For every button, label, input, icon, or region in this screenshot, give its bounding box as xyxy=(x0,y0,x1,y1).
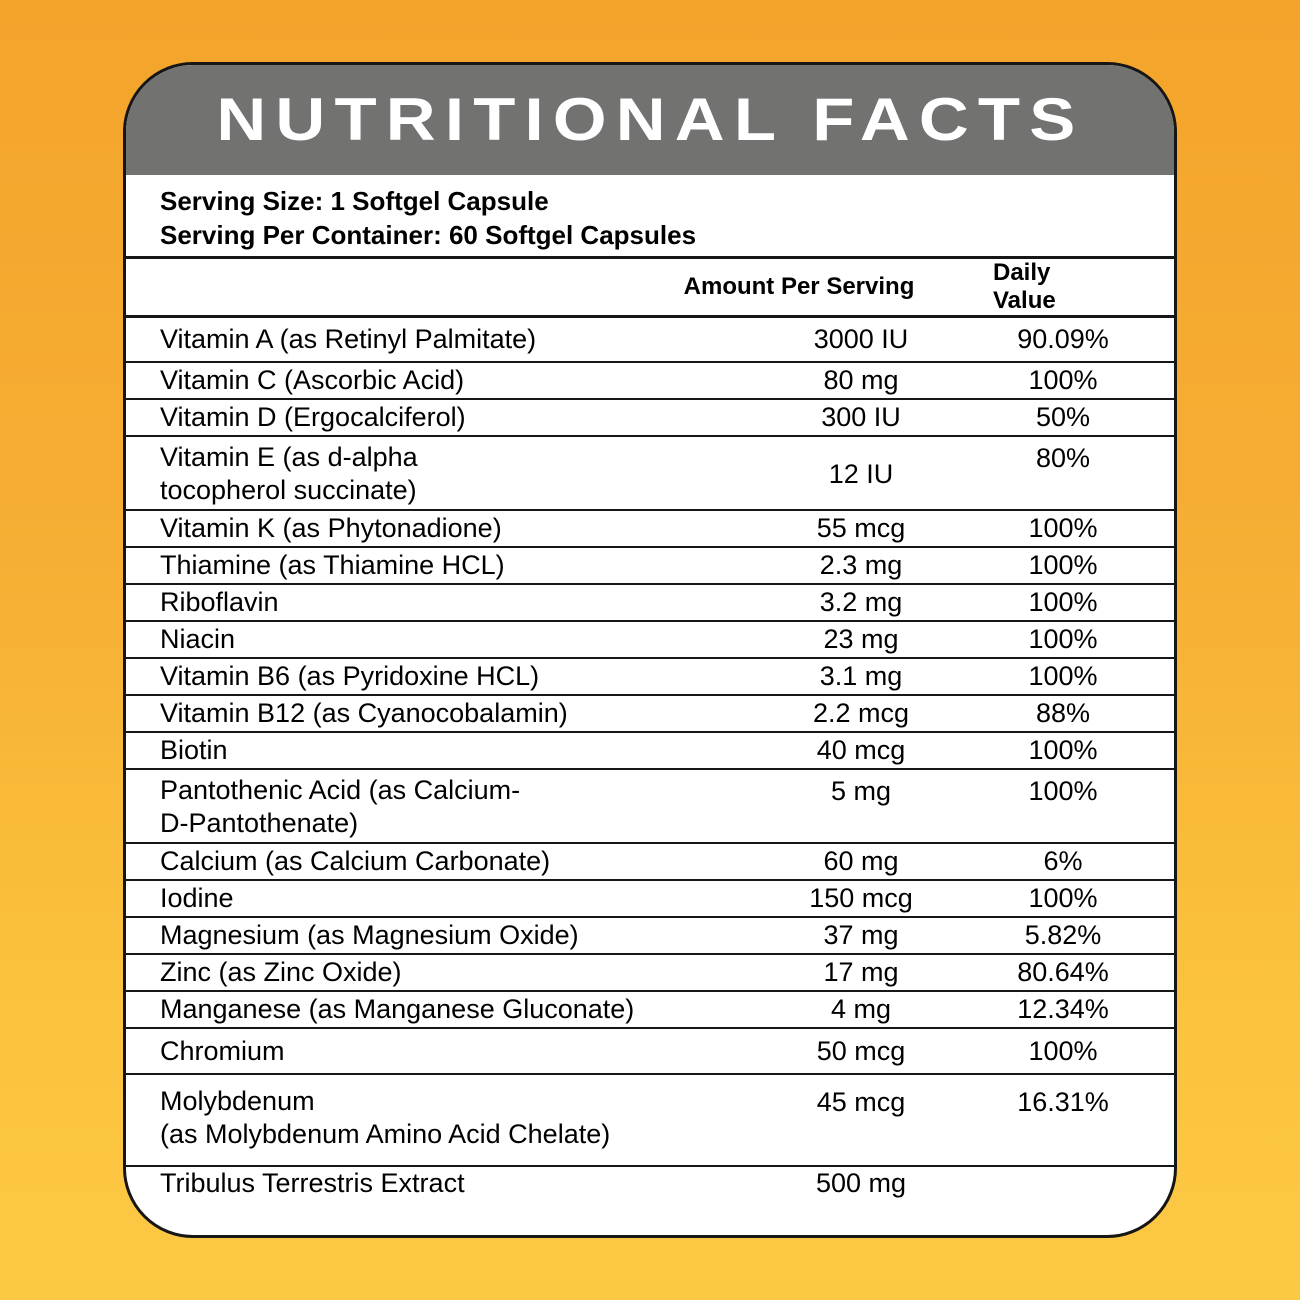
nutrients-table: Amount Per Serving Daily Value Vitamin A… xyxy=(126,259,1174,1214)
serving-per-container-text: Serving Per Container: 60 Softgel Capsul… xyxy=(160,220,697,250)
nutrient-amount: 45 mcg xyxy=(816,1087,906,1117)
nutrient-daily-value: 100% xyxy=(1028,661,1098,691)
nutrient-amount: 3.2 mg xyxy=(819,587,903,617)
nutrient-amount: 500 mg xyxy=(815,1168,907,1198)
nutrient-daily-value: 100% xyxy=(1028,365,1098,395)
nutrient-amount: 3000 IU xyxy=(813,324,909,354)
table-row: Vitamin C (Ascorbic Acid) 80 mg 100% xyxy=(126,363,1174,400)
table-row: Pantothenic Acid (as Calcium- D-Pantothe… xyxy=(126,770,1174,844)
nutrient-daily-value: 5.82% xyxy=(1024,920,1102,950)
nutrient-daily-value: 88% xyxy=(1035,698,1091,728)
nutrient-name: Vitamin A (as Retinyl Palmitate) xyxy=(160,324,537,354)
nutrient-column-header xyxy=(126,259,716,315)
nutrient-daily-value: 100% xyxy=(1028,513,1098,543)
table-row: Vitamin K (as Phytonadione) 55 mcg 100% xyxy=(126,511,1174,548)
nutrient-amount: 17 mg xyxy=(823,957,899,987)
nutrient-daily-value: 6% xyxy=(1043,846,1083,876)
nutrient-amount: 50 mcg xyxy=(816,1035,906,1066)
nutrient-amount: 2.3 mg xyxy=(819,550,903,580)
nutrient-name: Pantothenic Acid (as Calcium- D-Pantothe… xyxy=(160,775,521,838)
table-row: Vitamin D (Ergocalciferol) 300 IU 50% xyxy=(126,400,1174,437)
nutrient-name: Vitamin B6 (as Pyridoxine HCL) xyxy=(160,661,540,691)
nutrient-name: Vitamin D (Ergocalciferol) xyxy=(160,402,466,432)
nutrient-daily-value: 100% xyxy=(1028,776,1098,806)
nutrient-amount: 300 IU xyxy=(821,402,901,432)
nutrient-name: Niacin xyxy=(160,624,236,654)
nutrient-name: Vitamin K (as Phytonadione) xyxy=(160,513,502,543)
table-row: Vitamin E (as d-alpha tocopherol succina… xyxy=(126,437,1174,511)
nutrient-daily-value xyxy=(1006,1167,1174,1200)
nutrient-daily-value: 80% xyxy=(1035,443,1091,473)
page-title: NUTRITIONAL FACTS xyxy=(215,86,1085,153)
nutrient-amount: 80 mg xyxy=(823,365,899,395)
nutrient-name: Iodine xyxy=(160,883,234,913)
nutrient-daily-value: 100% xyxy=(1028,735,1098,765)
table-row: Niacin 23 mg 100% xyxy=(126,622,1174,659)
table-row: Thiamine (as Thiamine HCL) 2.3 mg 100% xyxy=(126,548,1174,585)
table-body: Vitamin A (as Retinyl Palmitate) 3000 IU 9… xyxy=(126,318,1174,1214)
table-row: Molybdenum (as Molybdenum Amino Acid Che… xyxy=(126,1075,1174,1167)
table-row: Iodine 150 mcg 100% xyxy=(126,881,1174,918)
nutrient-amount: 12 IU xyxy=(828,458,894,489)
table-row: Biotin 40 mcg 100% xyxy=(126,733,1174,770)
nutrient-amount: 3.1 mg xyxy=(819,661,903,691)
nutrient-daily-value: 90.09% xyxy=(1017,324,1109,354)
nutrient-name: Tribulus Terrestris Extract xyxy=(160,1168,465,1198)
card-header: NUTRITIONAL FACTS xyxy=(126,65,1174,175)
nutrient-name: Riboflavin xyxy=(160,587,279,617)
nutrient-name: Vitamin C (Ascorbic Acid) xyxy=(160,365,465,395)
nutrient-name: Manganese (as Manganese Gluconate) xyxy=(160,994,635,1024)
nutrient-name: Molybdenum (as Molybdenum Amino Acid Che… xyxy=(160,1086,611,1149)
table-row: Vitamin A (as Retinyl Palmitate) 3000 IU 9… xyxy=(126,318,1174,363)
nutrient-amount: 2.2 mcg xyxy=(812,698,910,728)
nutrient-daily-value: 100% xyxy=(1028,1035,1098,1066)
nutrient-amount: 55 mcg xyxy=(816,513,906,543)
amount-per-serving-header: Amount Per Serving xyxy=(683,273,915,300)
nutrient-amount: 150 mcg xyxy=(809,883,913,913)
table-row: Calcium (as Calcium Carbonate) 60 mg 6% xyxy=(126,844,1174,881)
nutrient-name: Chromium xyxy=(160,1035,285,1066)
nutrient-name: Thiamine (as Thiamine HCL) xyxy=(160,550,505,580)
table-row: Magnesium (as Magnesium Oxide) 37 mg 5.82% xyxy=(126,918,1174,955)
table-row: Tribulus Terrestris Extract 500 mg xyxy=(126,1167,1174,1214)
nutrient-amount: 23 mg xyxy=(823,624,899,654)
nutrient-name: Zinc (as Zinc Oxide) xyxy=(160,957,402,987)
table-row: Manganese (as Manganese Gluconate) 4 mg 12… xyxy=(126,992,1174,1029)
table-row: Chromium 50 mcg 100% xyxy=(126,1029,1174,1075)
serving-info: Serving Size: 1 Softgel Capsule Serving … xyxy=(126,175,1174,259)
nutrient-daily-value: 16.31% xyxy=(1017,1087,1109,1117)
nutrient-daily-value: 100% xyxy=(1028,550,1098,580)
table-header-row: Amount Per Serving Daily Value xyxy=(126,259,1174,318)
nutrient-amount: 5 mg xyxy=(830,776,892,806)
table-row: Vitamin B12 (as Cyanocobalamin) 2.2 mcg 88… xyxy=(126,696,1174,733)
table-row: Vitamin B6 (as Pyridoxine HCL) 3.1 mg 100% xyxy=(126,659,1174,696)
nutrient-name: Vitamin E (as d-alpha tocopherol succina… xyxy=(160,442,418,505)
nutrient-name: Magnesium (as Magnesium Oxide) xyxy=(160,920,579,950)
nutrient-daily-value: 12.34% xyxy=(1017,994,1109,1024)
nutrient-daily-value: 50% xyxy=(1035,402,1091,432)
table-row: Zinc (as Zinc Oxide) 17 mg 80.64% xyxy=(126,955,1174,992)
nutrient-amount: 40 mcg xyxy=(816,735,906,765)
nutrient-daily-value: 100% xyxy=(1028,624,1098,654)
nutrient-name: Calcium (as Calcium Carbonate) xyxy=(160,846,551,876)
nutrient-name: Vitamin B12 (as Cyanocobalamin) xyxy=(160,698,568,728)
nutrient-amount: 60 mg xyxy=(823,846,899,876)
table-row: Riboflavin 3.2 mg 100% xyxy=(126,585,1174,622)
nutrient-amount: 37 mg xyxy=(823,920,899,950)
nutrient-daily-value: 100% xyxy=(1028,883,1098,913)
nutrient-daily-value: 100% xyxy=(1028,587,1098,617)
nutrient-name: Biotin xyxy=(160,735,228,765)
nutrition-facts-card: NUTRITIONAL FACTS Serving Size: 1 Softge… xyxy=(123,62,1177,1238)
daily-value-header: Daily Value xyxy=(993,259,1056,314)
serving-size-text: Serving Size: 1 Softgel Capsule xyxy=(160,186,549,216)
nutrient-amount: 4 mg xyxy=(830,994,892,1024)
nutrient-daily-value: 80.64% xyxy=(1017,957,1109,987)
